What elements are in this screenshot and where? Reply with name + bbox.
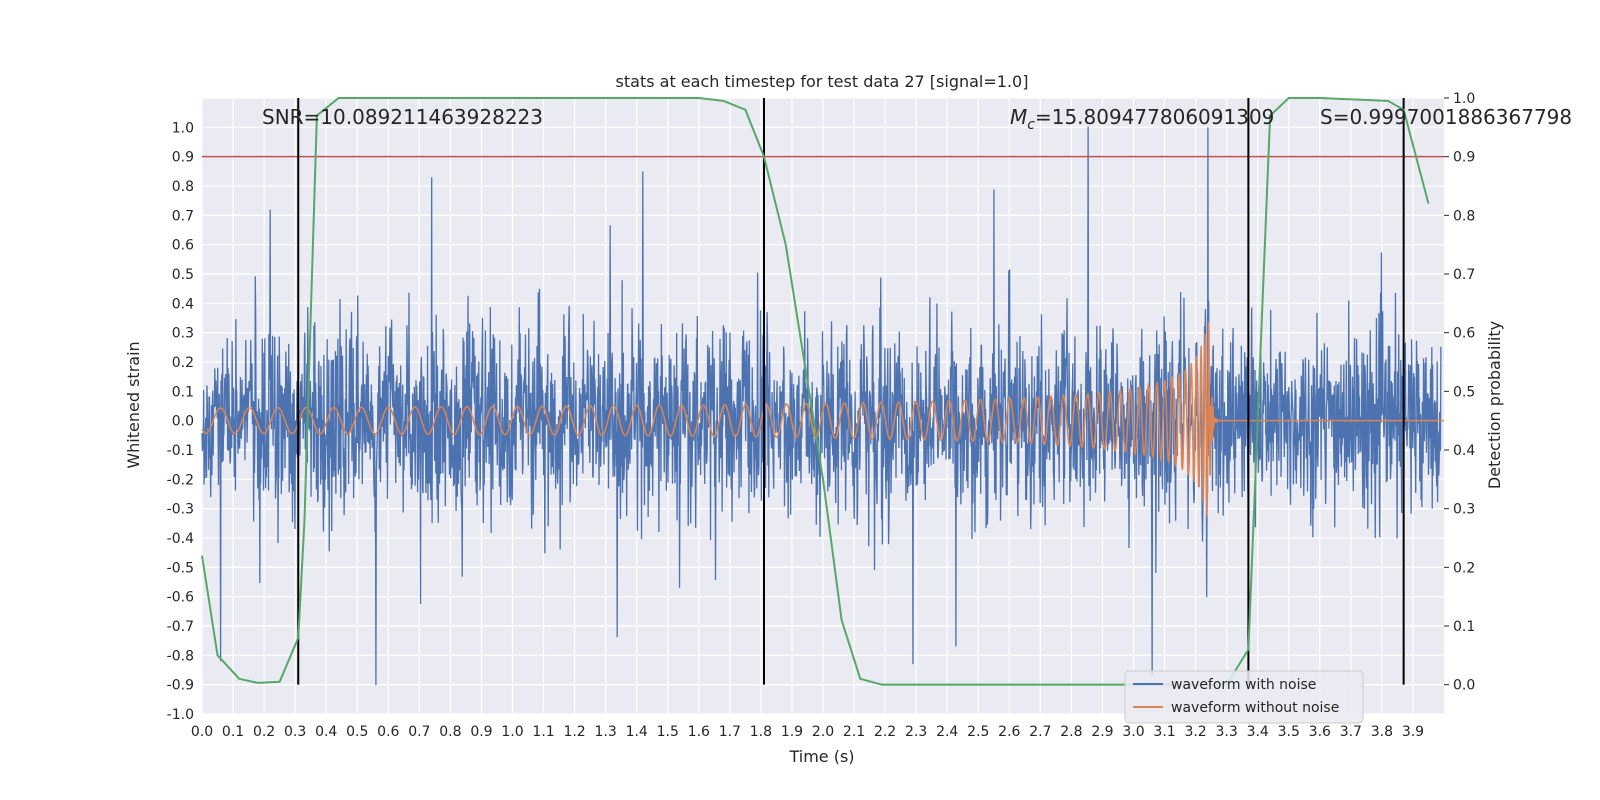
y-right-tick-label: 0.7 (1453, 267, 1475, 283)
y-right-tick-label: 0.2 (1453, 560, 1475, 576)
detection-probability-line (201, 97, 1430, 686)
chirp-mass-annotation: Mc=15.809477806091309 (1010, 105, 1274, 133)
y-axis-label: Whitened strain (124, 341, 143, 468)
y-tick-label: -0.8 (167, 648, 194, 664)
y-right-tick-label: 0.1 (1453, 619, 1475, 635)
x-tick-label: 1.9 (781, 724, 803, 740)
x-tick-label: 3.0 (1122, 724, 1144, 740)
x-tick-label: 1.5 (657, 724, 679, 740)
x-tick-label: 0.4 (315, 724, 337, 740)
y-tick-label: -0.9 (167, 678, 194, 694)
y-right-tick-label: 0.3 (1453, 502, 1475, 518)
y-tick-label: -0.5 (167, 560, 194, 576)
x-tick-label: 1.4 (626, 724, 648, 740)
y-axis-right-label: Detection probability (1485, 321, 1504, 489)
x-tick-label: 1.3 (595, 724, 617, 740)
noise-waveform-line (201, 126, 1442, 686)
x-tick-label: 3.1 (1153, 724, 1175, 740)
series-layer (201, 97, 1444, 686)
y-tick-label: 0.1 (172, 384, 194, 400)
x-tick-label: 3.4 (1247, 724, 1269, 740)
chirp-mass-value: =15.809477806091309 (1035, 105, 1274, 129)
y-tick-label: -0.3 (167, 502, 194, 518)
x-tick-label: 2.2 (874, 724, 896, 740)
x-tick-label: 0.5 (346, 724, 368, 740)
y-tick-label: 0.0 (172, 414, 194, 430)
x-tick-label: 2.9 (1091, 724, 1113, 740)
chirp-mass-subscript: c (1027, 117, 1035, 133)
x-tick-label: 2.1 (843, 724, 865, 740)
chart-title: stats at each timestep for test data 27 … (616, 72, 1029, 91)
x-tick-label: 2.7 (1029, 724, 1051, 740)
x-tick-label: 2.5 (967, 724, 989, 740)
x-tick-label: 1.7 (719, 724, 741, 740)
legend-label-noise: waveform with noise (1171, 677, 1316, 693)
x-axis-label: Time (s) (788, 747, 854, 766)
y-right-tick-label: 0.5 (1453, 384, 1475, 400)
x-tick-label: 3.5 (1278, 724, 1300, 740)
legend-box (1124, 670, 1364, 724)
y-tick-label: -0.7 (167, 619, 194, 635)
x-tick-label: 2.6 (998, 724, 1020, 740)
x-tick-label: 1.0 (501, 724, 523, 740)
x-tick-label: 1.1 (532, 724, 554, 740)
legend: waveform with noise waveform without noi… (1124, 670, 1364, 724)
y-tick-label: 0.4 (172, 296, 194, 312)
x-tick-label: 1.6 (688, 724, 710, 740)
x-tick-label: 0.1 (222, 724, 244, 740)
x-tick-label: 3.8 (1371, 724, 1393, 740)
legend-label-clean: waveform without noise (1171, 700, 1339, 716)
y-right-tick-label: 0.8 (1453, 208, 1475, 224)
y-tick-label: -0.2 (167, 472, 194, 488)
snr-annotation: SNR=10.089211463928223 (262, 105, 543, 129)
x-tick-label: 2.8 (1060, 724, 1082, 740)
x-tick-label: 0.2 (253, 724, 275, 740)
y-tick-label: 0.6 (172, 238, 194, 254)
x-tick-label: 3.2 (1184, 724, 1206, 740)
x-tick-label: 3.3 (1216, 724, 1238, 740)
x-tick-label: 2.3 (905, 724, 927, 740)
tick-labels: 0.0 0.1 0.2 0.3 0.4 0.5 0.6 0.7 0.8 0.9 1.0 1.1 1.2 1… (167, 91, 1476, 740)
y-tick-label: 0.9 (172, 150, 194, 166)
y-tick-label: -1.0 (167, 707, 194, 723)
x-tick-label: 0.6 (377, 724, 399, 740)
x-tick-label: 2.0 (812, 724, 834, 740)
clean-waveform-line (201, 321, 1444, 517)
y-tick-label: 0.2 (172, 355, 194, 371)
y-tick-label: 0.3 (172, 326, 194, 342)
x-tick-label: 0.7 (408, 724, 430, 740)
y-right-tick-label: 0.9 (1453, 150, 1475, 166)
x-tick-label: 1.2 (563, 724, 585, 740)
x-tick-label: 0.3 (284, 724, 306, 740)
y-tick-label: -0.4 (167, 531, 194, 547)
x-tick-label: 3.7 (1340, 724, 1362, 740)
y-right-tick-label: 0.6 (1453, 326, 1475, 342)
x-tick-label: 0.0 (191, 724, 213, 740)
x-tick-label: 2.4 (936, 724, 958, 740)
x-tick-label: 0.8 (439, 724, 461, 740)
x-tick-label: 3.6 (1309, 724, 1331, 740)
y-right-tick-label: 1.0 (1453, 91, 1475, 107)
y-tick-label: -0.1 (167, 443, 194, 459)
chirp-mass-symbol: M (1010, 105, 1027, 129)
y-right-tick-label: 0.0 (1453, 678, 1475, 694)
y-tick-label: 0.8 (172, 179, 194, 195)
x-tick-label: 1.8 (750, 724, 772, 740)
x-tick-label: 0.9 (470, 724, 492, 740)
y-tick-label: -0.6 (167, 590, 194, 606)
y-tick-label: 0.7 (172, 208, 194, 224)
x-tick-label: 3.9 (1402, 724, 1424, 740)
y-right-tick-label: 0.4 (1453, 443, 1475, 459)
y-tick-label: 1.0 (172, 120, 194, 136)
y-tick-label: 0.5 (172, 267, 194, 283)
score-annotation: S=0.9997001886367798 (1320, 105, 1572, 129)
